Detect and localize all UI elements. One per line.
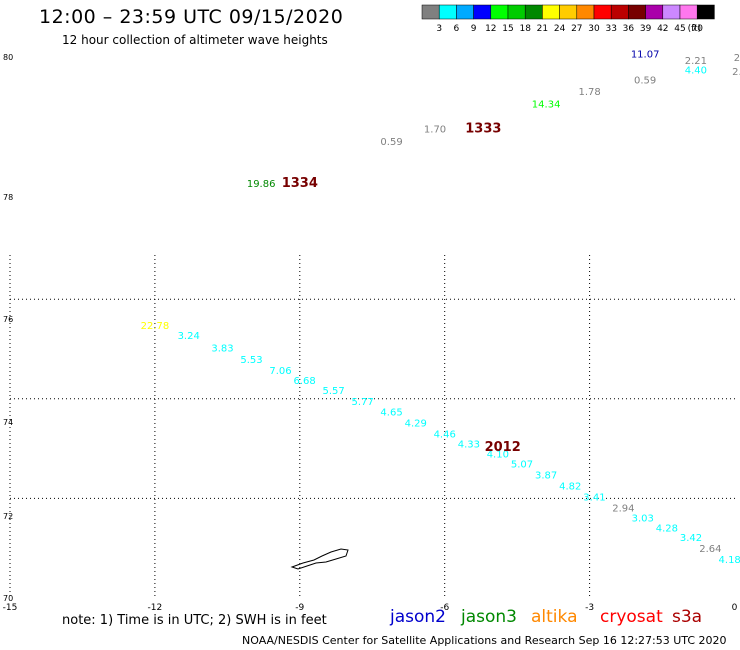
wave-height-label: 0.59 <box>634 76 656 87</box>
wave-height-label: 1.70 <box>424 124 446 135</box>
y-tick-label: 78 <box>3 193 13 202</box>
satellite-altika: altika <box>531 607 578 627</box>
wave-height-label: 4.82 <box>559 481 581 492</box>
axis-tick-labels: -15 -12 -9 -6 -3 0 70 72 74 76 78 80 <box>3 53 738 613</box>
legend-swatch <box>524 4 543 20</box>
legend-swatch <box>507 4 526 20</box>
wave-height-label: 2.21 <box>685 56 707 67</box>
x-tick-label: 0 <box>732 603 738 613</box>
legend-label: 15 <box>502 24 513 34</box>
wave-height-label: 2.94 <box>612 503 634 514</box>
legend-swatch <box>421 4 440 20</box>
wave-height-label: 19.86 <box>247 179 276 190</box>
wave-height-label: 4.33 <box>458 440 480 451</box>
legend-swatch <box>456 4 474 20</box>
legend-swatch <box>645 4 664 20</box>
legend-swatch <box>610 4 629 20</box>
wave-height-label: 22.78 <box>141 321 170 332</box>
legend-swatch <box>473 4 492 20</box>
jan-mayen-island <box>290 548 349 570</box>
wave-height-label: 4.10 <box>487 450 509 461</box>
legend-swatch <box>438 4 457 20</box>
map-grid <box>9 255 735 598</box>
y-tick-label: 74 <box>3 418 13 427</box>
legend-label: 30 <box>588 24 600 34</box>
legend-label: 21 <box>537 24 548 34</box>
pass-time-label: 1334 <box>282 176 318 191</box>
wave-height-label: 4.40 <box>685 66 707 77</box>
legend-label: 33 <box>605 24 616 34</box>
y-tick-label: 72 <box>3 512 13 521</box>
map-title: 12:00 – 23:59 UTC 09/15/2020 <box>39 6 344 28</box>
wave-height-label: 3.41 <box>583 492 605 503</box>
wave-height-label: 3.83 <box>211 343 233 354</box>
legend-label: 70 <box>691 24 703 34</box>
wave-height-label: 5.57 <box>322 386 344 397</box>
wave-height-label: 5.53 <box>240 355 262 366</box>
legend-swatch <box>576 4 595 20</box>
wave-height-label: 4.29 <box>405 419 427 430</box>
legend-swatch <box>679 4 698 20</box>
legend-swatch <box>490 4 509 20</box>
satellite-jason3: jason3 <box>461 607 517 627</box>
legend-label: 9 <box>471 24 477 34</box>
map-subtitle: 12 hour collection of altimeter wave hei… <box>62 33 328 47</box>
wave-height-label: 1.78 <box>578 87 600 98</box>
legend-label: 45 <box>674 24 685 34</box>
wave-height-label: 11.07 <box>631 50 660 61</box>
legend-swatch <box>662 4 681 20</box>
satellite-cryosat: cryosat <box>600 607 663 627</box>
legend-label: 42 <box>657 24 668 34</box>
x-tick-label: -15 <box>3 603 18 613</box>
color-legend: 3 6 9 12 15 18 21 24 27 30 33 36 39 42 45 70(ft) <box>421 4 715 34</box>
legend-label: 24 <box>554 24 566 34</box>
wave-height-label: 2.64 <box>699 544 721 555</box>
pass-time-labels: 1334 1333 2012 <box>282 121 521 455</box>
wave-height-label: 3.24 <box>178 331 200 342</box>
legend-swatch <box>542 4 560 20</box>
satellite-jason2: jason2 <box>390 607 446 627</box>
legend-swatch <box>696 4 715 20</box>
legend-swatch <box>559 4 578 20</box>
footer-credits: NOAA/NESDIS Center for Satellite Applica… <box>242 634 727 647</box>
y-tick-label: 76 <box>3 315 13 324</box>
wave-height-label: 4.65 <box>380 408 402 419</box>
wave-height-label: 14.34 <box>532 99 561 110</box>
wave-height-label: 4.28 <box>656 523 678 534</box>
pass-time-label: 2012 <box>485 440 521 455</box>
x-tick-label: -3 <box>585 603 594 613</box>
x-tick-label: -6 <box>440 603 449 613</box>
legend-label: 6 <box>454 24 460 34</box>
x-tick-label: -12 <box>148 603 163 613</box>
wave-height-label: 3.42 <box>680 533 702 544</box>
satellite-s3a: s3a <box>672 607 703 627</box>
wave-height-label: 6.68 <box>293 376 315 387</box>
legend-label: 39 <box>640 24 652 34</box>
y-tick-label: 70 <box>3 594 13 603</box>
x-tick-label: -9 <box>295 603 304 613</box>
wave-height-label: 5.07 <box>511 460 533 471</box>
legend-label: 3 <box>436 24 442 34</box>
wave-height-label: 2. <box>732 67 740 78</box>
wave-height-label: 4.46 <box>434 430 456 441</box>
legend-swatch <box>593 4 612 20</box>
legend-swatch <box>628 4 646 20</box>
legend-label: 36 <box>623 24 635 34</box>
pass-time-label: 1333 <box>465 121 501 136</box>
legend-label: 18 <box>519 24 531 34</box>
legend-unit: (ft) <box>688 24 702 34</box>
wave-height-label: 3.87 <box>535 470 557 481</box>
wave-height-label: 5.77 <box>351 397 373 408</box>
wave-height-label: 3.03 <box>632 513 654 524</box>
observation-labels: 22.783.243.835.537.066.685.575.774.654.2… <box>141 50 740 566</box>
wave-height-label: 2 <box>734 53 740 64</box>
y-tick-label: 80 <box>3 53 13 62</box>
wave-height-label: 7.06 <box>269 366 291 377</box>
wave-height-label: 0.59 <box>380 137 402 148</box>
legend-label: 27 <box>571 24 582 34</box>
legend-label: 12 <box>485 24 496 34</box>
footer-note: note: 1) Time is in UTC; 2) SWH is in fe… <box>62 613 327 628</box>
wave-height-label: 4.18 <box>719 555 740 566</box>
